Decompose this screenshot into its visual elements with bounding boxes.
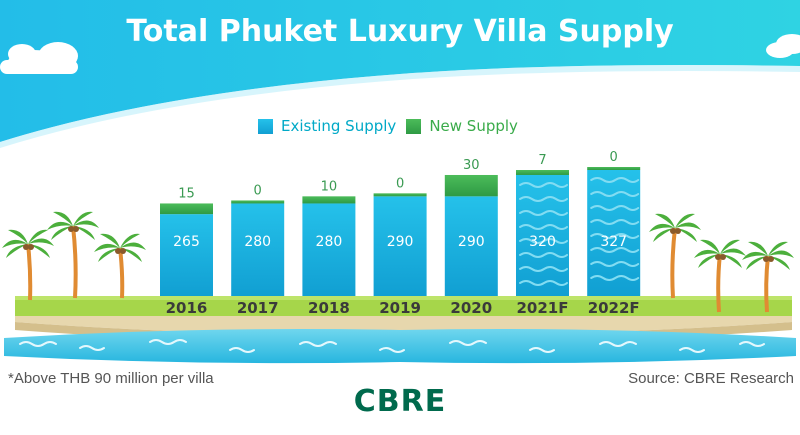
bar-new-2021f — [516, 170, 569, 175]
bar-forecast-wave — [590, 219, 640, 225]
chart-legend: Existing Supply New Supply — [258, 116, 518, 136]
bar-forecast-wave — [519, 237, 568, 244]
data-label-new: 7 — [538, 153, 546, 168]
tick-label: 2021F — [517, 299, 569, 317]
data-label-existing: 290 — [387, 234, 414, 250]
header-banner — [0, 0, 800, 148]
cloud-icon — [766, 34, 800, 58]
cloud-icon — [0, 42, 78, 74]
palm-tree-icon — [694, 239, 746, 313]
palm-tree-icon — [742, 241, 794, 313]
bar-group-2017: 0 280 2017 — [231, 183, 285, 317]
bar-forecast-wave — [590, 191, 640, 197]
tick-label: 2019 — [379, 299, 421, 317]
legend-item-new: New Supply — [406, 117, 518, 135]
data-label-existing: 280 — [244, 234, 271, 250]
footnote: *Above THB 90 million per villa — [8, 370, 214, 387]
bar-group-2018: 10 280 2018 — [302, 179, 356, 317]
chart-bars: 15 265 2016 0 280 2017 10 280 2018 0 290 2019 30 290 2… — [160, 150, 641, 317]
bar-existing-2022f — [587, 170, 641, 296]
bar-new-2017 — [231, 200, 285, 204]
palm-tree-icon — [94, 233, 146, 299]
tick-label: 2020 — [450, 299, 492, 317]
palm-tree-icon — [47, 211, 99, 299]
data-label-new: 10 — [321, 179, 338, 194]
bar-forecast-wave — [590, 177, 640, 183]
bar-existing-2016 — [160, 214, 213, 296]
bar-forecast-wave — [519, 223, 568, 230]
legend-label-new: New Supply — [429, 117, 518, 135]
bar-group-2016: 15 265 2016 — [160, 186, 213, 317]
legend-swatch-new — [406, 118, 422, 134]
bar-new-2018 — [302, 196, 356, 204]
bar-forecast-wave — [590, 261, 640, 267]
legend-swatch-existing — [258, 118, 273, 134]
data-label-new: 0 — [396, 176, 404, 191]
data-label-existing: 280 — [316, 234, 343, 250]
bar-new-2022f — [587, 167, 641, 170]
bar-forecast-wave — [590, 233, 640, 239]
data-label-existing: 290 — [458, 234, 485, 250]
bar-existing-2021f — [516, 174, 569, 296]
source-note: Source: CBRE Research — [628, 370, 794, 387]
bar-new-2016 — [160, 203, 213, 215]
data-label-new: 30 — [463, 158, 480, 173]
bar-new-2020 — [444, 174, 498, 197]
bar-group-2020: 30 290 2020 — [444, 158, 498, 317]
data-label-new: 15 — [178, 186, 195, 201]
sea-waves — [4, 329, 796, 364]
data-label-existing: 320 — [529, 234, 556, 250]
data-label-new: 0 — [610, 150, 618, 165]
bar-forecast-wave — [590, 247, 640, 253]
bar-existing-2019 — [373, 196, 427, 296]
bar-forecast-wave — [519, 209, 568, 216]
tick-label: 2022F — [588, 299, 640, 317]
bar-forecast-wave — [519, 265, 568, 272]
bar-group-2022f: 0 327 2022F — [587, 150, 641, 317]
bar-existing-2020 — [444, 196, 498, 296]
bar-group-2021f: 7 320 2021F — [516, 153, 569, 317]
legend-item-existing: Existing Supply — [258, 117, 396, 135]
palm-tree-icon — [2, 229, 54, 301]
bar-group-2019: 0 290 2019 — [373, 176, 427, 317]
data-label-existing: 265 — [173, 234, 200, 250]
bar-forecast-wave — [519, 195, 568, 202]
data-label-new: 0 — [254, 183, 262, 198]
bar-new-2019 — [373, 193, 427, 197]
brand-logo: CBRE — [353, 384, 447, 419]
legend-label-existing: Existing Supply — [281, 117, 397, 135]
chart-title: Total Phuket Luxury Villa Supply — [126, 14, 674, 49]
bar-forecast-wave — [519, 181, 568, 188]
tick-label: 2017 — [237, 299, 279, 317]
bar-forecast-wave — [519, 251, 568, 258]
bar-forecast-wave — [590, 275, 640, 281]
tick-label: 2016 — [166, 299, 208, 317]
bar-forecast-wave — [590, 205, 640, 211]
bar-existing-2018 — [302, 203, 356, 296]
tick-label: 2018 — [308, 299, 350, 317]
bar-existing-2017 — [231, 203, 285, 296]
data-label-existing: 327 — [600, 234, 627, 250]
palm-tree-icon — [649, 213, 701, 299]
bar-forecast-wave — [519, 279, 568, 286]
